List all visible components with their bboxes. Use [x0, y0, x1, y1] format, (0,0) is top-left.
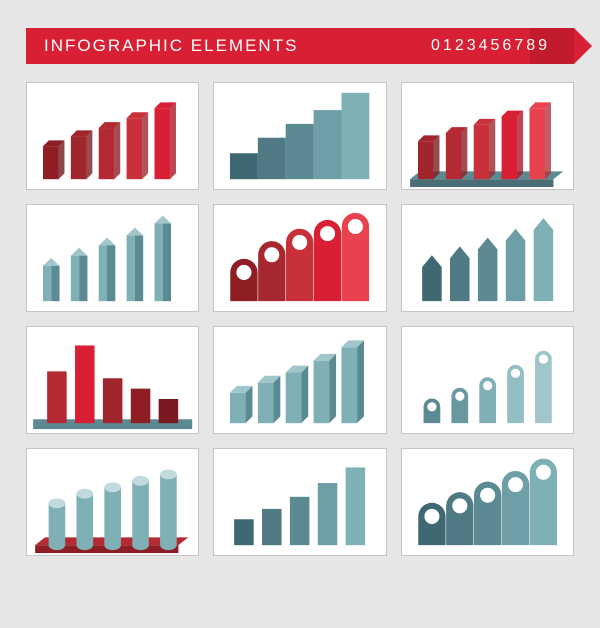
panel-12: [401, 448, 574, 556]
panel-5: [213, 204, 386, 312]
header-digits: 0123456789: [431, 37, 550, 55]
panel-8: [213, 326, 386, 434]
panel-11: [213, 448, 386, 556]
panel-7: [26, 326, 199, 434]
panel-3: [401, 82, 574, 190]
panel-6: [401, 204, 574, 312]
header-ribbon: INFOGRAPHIC ELEMENTS 0123456789: [26, 28, 574, 64]
panel-10: [26, 448, 199, 556]
panel-9: [401, 326, 574, 434]
chart-grid: [0, 64, 600, 582]
panel-2: [213, 82, 386, 190]
panel-4: [26, 204, 199, 312]
panel-1: [26, 82, 199, 190]
header-title: INFOGRAPHIC ELEMENTS: [44, 36, 298, 56]
